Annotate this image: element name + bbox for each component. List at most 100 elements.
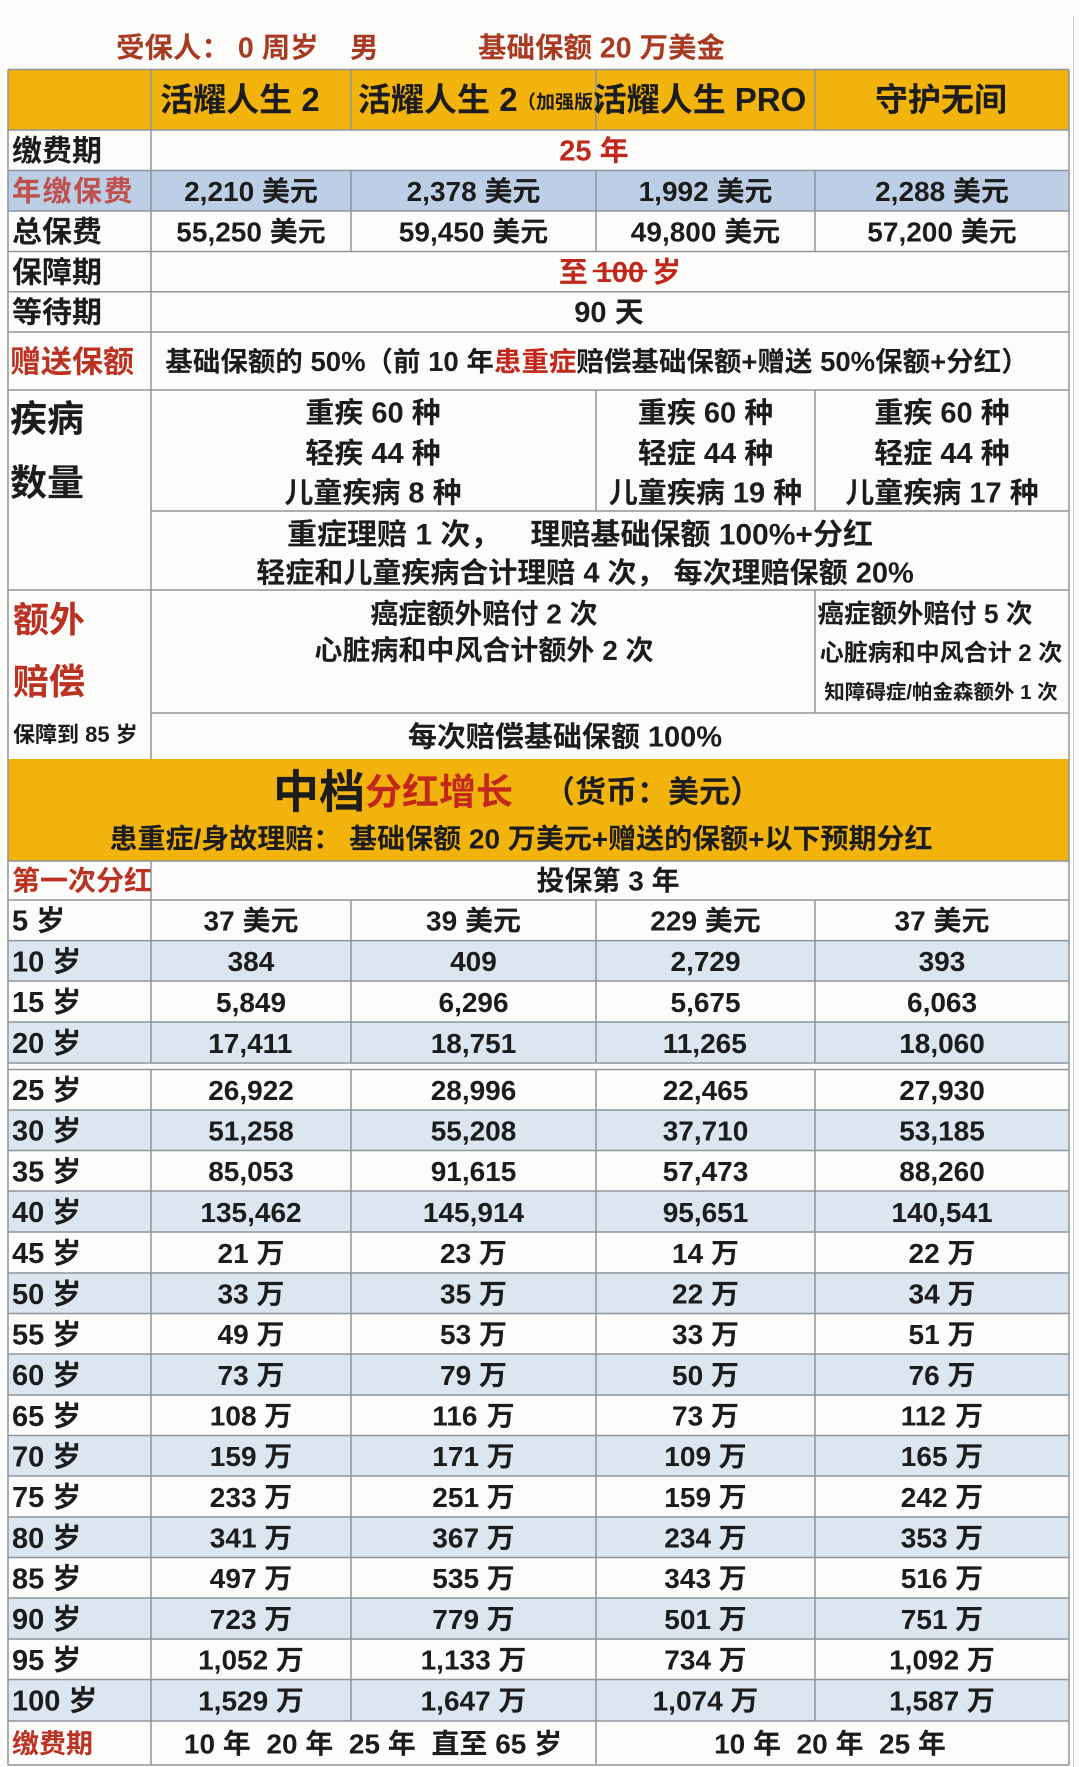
svg-text:1,052: 1,052 [198, 1645, 268, 1676]
svg-text:6,296: 6,296 [439, 987, 509, 1018]
svg-text:20: 20 [600, 33, 632, 65]
svg-text:90: 90 [12, 1604, 44, 1636]
svg-text:57,200: 57,200 [867, 216, 953, 247]
svg-text:37: 37 [895, 905, 926, 936]
svg-text:50%: 50% [311, 346, 366, 377]
svg-text:0: 0 [238, 33, 254, 65]
svg-text:65: 65 [12, 1401, 44, 1433]
svg-text:135,462: 135,462 [200, 1197, 301, 1228]
svg-text:10: 10 [12, 947, 44, 979]
svg-text:367: 367 [432, 1523, 479, 1554]
svg-text:229: 229 [650, 905, 697, 936]
svg-text:40: 40 [12, 1197, 44, 1229]
svg-text:/: / [906, 681, 912, 704]
svg-text:535: 535 [432, 1563, 479, 1594]
svg-text:50: 50 [12, 1279, 44, 1311]
svg-text:35: 35 [440, 1279, 471, 1310]
svg-text:10: 10 [184, 1728, 215, 1759]
svg-text:26,922: 26,922 [208, 1075, 294, 1106]
svg-text:79: 79 [440, 1360, 471, 1391]
svg-text:100: 100 [12, 1686, 60, 1718]
svg-text:159: 159 [664, 1482, 711, 1513]
svg-text:242: 242 [901, 1482, 948, 1513]
svg-text:60: 60 [12, 1360, 44, 1392]
svg-text:25: 25 [349, 1728, 380, 1759]
svg-text:234: 234 [664, 1523, 711, 1554]
svg-text:3: 3 [628, 865, 644, 896]
svg-text:723: 723 [210, 1604, 257, 1635]
svg-text:1,074: 1,074 [653, 1685, 723, 1716]
svg-text:28,996: 28,996 [431, 1075, 517, 1106]
svg-text:100%+: 100%+ [719, 519, 813, 552]
svg-text:17,411: 17,411 [208, 1028, 292, 1059]
svg-text:18,751: 18,751 [431, 1028, 517, 1059]
svg-text:384: 384 [228, 946, 275, 977]
svg-text:30: 30 [12, 1116, 44, 1148]
svg-text:5: 5 [984, 599, 999, 629]
svg-text:2: 2 [546, 598, 562, 629]
svg-text:44: 44 [371, 438, 403, 470]
svg-text:393: 393 [919, 946, 966, 977]
svg-text:501: 501 [664, 1604, 711, 1635]
svg-text:/: / [194, 823, 202, 854]
svg-text:5,675: 5,675 [671, 987, 741, 1018]
svg-text:10: 10 [428, 346, 459, 377]
svg-text:100%: 100% [648, 722, 722, 754]
svg-text:1,992: 1,992 [639, 176, 709, 207]
svg-text:85: 85 [85, 722, 109, 747]
svg-text:65: 65 [495, 1728, 526, 1759]
svg-text:22: 22 [909, 1238, 940, 1269]
svg-text:8: 8 [408, 478, 424, 510]
svg-text:20: 20 [12, 1028, 44, 1060]
svg-text:34: 34 [909, 1279, 941, 1310]
svg-text:23: 23 [440, 1238, 471, 1269]
svg-text:22: 22 [672, 1279, 703, 1310]
svg-text:1,647: 1,647 [421, 1685, 491, 1716]
svg-text:37,710: 37,710 [663, 1115, 749, 1146]
svg-text:25: 25 [559, 136, 591, 168]
svg-text:233: 233 [210, 1482, 257, 1513]
svg-text:343: 343 [664, 1563, 711, 1594]
svg-text:27,930: 27,930 [899, 1075, 985, 1106]
svg-text:55: 55 [12, 1320, 44, 1352]
svg-text:341: 341 [210, 1523, 257, 1554]
svg-text:1,092: 1,092 [889, 1645, 959, 1676]
svg-text:2,210: 2,210 [184, 176, 254, 207]
svg-text:2,288: 2,288 [875, 176, 945, 207]
svg-text:145,914: 145,914 [423, 1197, 525, 1228]
svg-text:90: 90 [574, 297, 606, 329]
svg-text:33: 33 [218, 1279, 249, 1310]
svg-text:112: 112 [901, 1401, 946, 1432]
svg-text:55,250: 55,250 [176, 216, 262, 247]
svg-text:45: 45 [12, 1238, 44, 1270]
svg-text:20: 20 [797, 1728, 828, 1759]
svg-text:1,529: 1,529 [198, 1685, 268, 1716]
svg-text:165: 165 [901, 1441, 948, 1472]
svg-text:85: 85 [12, 1564, 44, 1596]
svg-text:2: 2 [301, 81, 319, 118]
svg-text:171: 171 [432, 1441, 479, 1472]
svg-text:1: 1 [1020, 681, 1031, 704]
svg-text:55,208: 55,208 [431, 1115, 517, 1146]
svg-text:2,729: 2,729 [671, 946, 741, 977]
svg-text:779: 779 [432, 1604, 479, 1635]
svg-text:35: 35 [12, 1157, 44, 1189]
svg-text:1,587: 1,587 [889, 1685, 959, 1716]
svg-text:516: 516 [901, 1563, 948, 1594]
svg-text:4: 4 [583, 558, 599, 590]
svg-text:159: 159 [210, 1441, 257, 1472]
svg-text:+: + [748, 823, 764, 854]
svg-text:+: + [741, 346, 757, 377]
svg-text:PRO: PRO [735, 81, 807, 118]
svg-text:39: 39 [426, 905, 457, 936]
svg-text:+: + [930, 346, 946, 377]
svg-text:25: 25 [879, 1728, 910, 1759]
svg-text:51: 51 [909, 1319, 940, 1350]
svg-text:75: 75 [12, 1482, 44, 1514]
svg-text:22,465: 22,465 [663, 1075, 749, 1106]
svg-text:100: 100 [596, 257, 644, 289]
svg-text:44: 44 [704, 438, 736, 470]
svg-text:51,258: 51,258 [208, 1115, 294, 1146]
svg-text:2: 2 [1018, 640, 1031, 667]
svg-text:734: 734 [664, 1645, 711, 1676]
